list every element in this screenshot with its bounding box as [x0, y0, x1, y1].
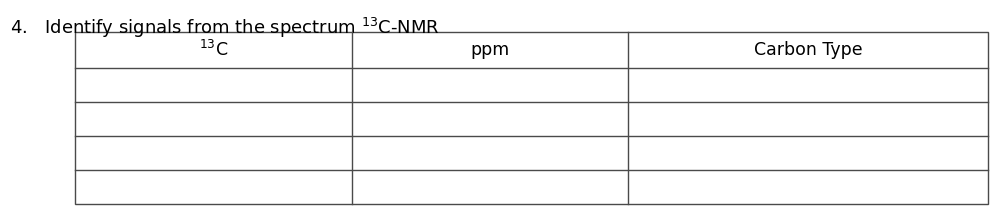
Text: ppm: ppm — [470, 41, 510, 59]
Text: Carbon Type: Carbon Type — [753, 41, 862, 59]
Text: $^{13}$C: $^{13}$C — [199, 40, 228, 60]
Bar — [75, 32, 988, 204]
Text: 4.   Identify signals from the spectrum $^{13}$C-NMR: 4. Identify signals from the spectrum $^… — [10, 16, 439, 40]
